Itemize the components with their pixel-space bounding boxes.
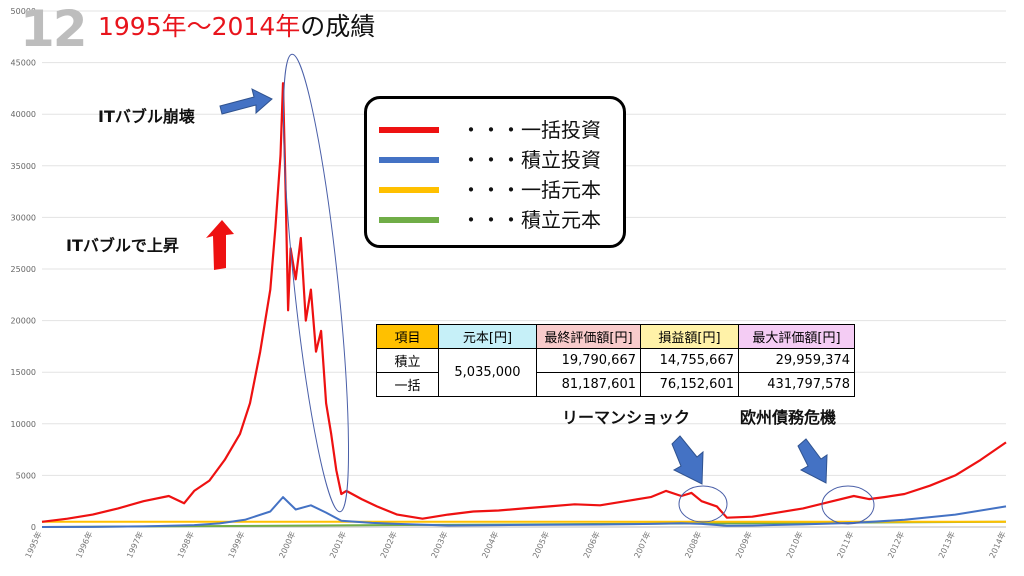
arrow-up-icon bbox=[206, 220, 234, 270]
table-header: 最終評価額[円] bbox=[536, 324, 641, 349]
x-tick-label: 2006年 bbox=[581, 530, 602, 560]
legend-item: ・・・一括元本 bbox=[367, 175, 623, 205]
legend-swatch bbox=[379, 127, 439, 133]
final-value: 81,187,601 bbox=[536, 372, 641, 397]
y-tick-label: 5000 bbox=[16, 471, 36, 480]
row-item: 積立 bbox=[376, 348, 439, 373]
y-tick-label: 10000 bbox=[11, 420, 36, 429]
annotation-it-bubble-collapse: ITバブル崩壊 bbox=[98, 107, 195, 126]
x-tick-label: 1996年 bbox=[74, 530, 95, 560]
x-tick-label: 2000年 bbox=[276, 530, 297, 560]
principal-cell: 5,035,000 bbox=[438, 348, 537, 397]
legend-box: ・・・一括投資 ・・・積立投資 ・・・一括元本 ・・・積立元本 bbox=[364, 96, 626, 248]
table-header: 元本[円] bbox=[438, 324, 537, 349]
x-tick-label: 2008年 bbox=[682, 530, 703, 560]
it-bubble-ellipse bbox=[282, 53, 350, 513]
final-value: 19,790,667 bbox=[536, 348, 641, 373]
legend-text: ・・・一括投資 bbox=[461, 118, 601, 142]
x-tick-label: 2005年 bbox=[530, 530, 551, 560]
x-tick-label: 2002年 bbox=[378, 530, 399, 560]
euro-crisis-ellipse bbox=[821, 485, 875, 525]
legend-item: ・・・一括投資 bbox=[367, 115, 623, 145]
x-tick-label: 1998年 bbox=[175, 530, 196, 560]
y-tick-label: 15000 bbox=[11, 368, 36, 377]
y-tick-label: 35000 bbox=[11, 162, 36, 171]
title-period: 1995年～2014年 bbox=[98, 12, 301, 41]
profit-value: 76,152,601 bbox=[640, 372, 739, 397]
x-tick-label: 2010年 bbox=[784, 530, 805, 560]
profit-value: 14,755,667 bbox=[640, 348, 739, 373]
annotation-lehman-shock: リーマンショック bbox=[562, 408, 691, 427]
y-tick-label: 40000 bbox=[11, 110, 36, 119]
table-row: 積立 5,035,000 19,790,667 14,755,667 29,95… bbox=[376, 348, 855, 397]
legend-text: ・・・一括元本 bbox=[461, 178, 601, 202]
legend-item: ・・・積立元本 bbox=[367, 205, 623, 235]
y-tick-label: 25000 bbox=[11, 265, 36, 274]
x-tick-label: 1999年 bbox=[226, 530, 247, 560]
annotation-it-bubble-rise: ITバブルで上昇 bbox=[66, 236, 179, 255]
x-tick-label: 2011年 bbox=[835, 530, 856, 560]
y-tick-label: 20000 bbox=[11, 317, 36, 326]
table-header: 項目 bbox=[376, 324, 439, 349]
table-header: 最大評価額[円] bbox=[738, 324, 855, 349]
x-tick-label: 2014年 bbox=[987, 530, 1008, 560]
x-tick-label: 2004年 bbox=[479, 530, 500, 560]
table-header-row: 項目 元本[円] 最終評価額[円] 損益額[円] 最大評価額[円] bbox=[376, 324, 855, 349]
x-tick-label: 1995年 bbox=[23, 530, 44, 560]
x-tick-label: 1997年 bbox=[124, 530, 145, 560]
x-tick-label: 2009年 bbox=[733, 530, 754, 560]
slide-title: 1995年～2014年の成績 bbox=[98, 12, 375, 42]
series-line-dca-invest bbox=[41, 496, 1007, 528]
annotation-euro-crisis: 欧州債務危機 bbox=[740, 408, 837, 427]
arrow-right-icon bbox=[219, 88, 273, 115]
y-tick-label: 30000 bbox=[11, 213, 36, 222]
legend-text: ・・・積立投資 bbox=[461, 148, 601, 172]
x-tick-label: 2001年 bbox=[327, 530, 348, 560]
legend-item: ・・・積立投資 bbox=[367, 145, 623, 175]
lehman-ellipse bbox=[678, 485, 728, 523]
title-suffix: の成績 bbox=[300, 12, 376, 41]
x-tick-label: 2007年 bbox=[632, 530, 653, 560]
series-line-lump-sum-invest bbox=[41, 82, 1007, 523]
arrow-down-right-icon bbox=[797, 438, 828, 484]
results-table: 項目 元本[円] 最終評価額[円] 損益額[円] 最大評価額[円] 積立 5,0… bbox=[376, 324, 855, 397]
y-tick-label: 50000 bbox=[11, 7, 36, 16]
legend-swatch bbox=[379, 187, 439, 193]
max-value: 431,797,578 bbox=[738, 372, 855, 397]
arrow-down-right-icon bbox=[671, 435, 704, 485]
legend-swatch bbox=[379, 217, 439, 223]
table-header: 損益額[円] bbox=[640, 324, 739, 349]
slide-number: 12 bbox=[20, 0, 88, 58]
row-item: 一括 bbox=[376, 372, 439, 397]
y-tick-label: 0 bbox=[31, 523, 36, 532]
table-row: 一括 81,187,601 76,152,601 431,797,578 bbox=[376, 372, 855, 397]
x-tick-label: 2012年 bbox=[885, 530, 906, 560]
x-tick-label: 2013年 bbox=[936, 530, 957, 560]
y-tick-label: 45000 bbox=[11, 59, 36, 68]
legend-text: ・・・積立元本 bbox=[461, 208, 601, 232]
legend-swatch bbox=[379, 157, 439, 163]
x-tick-label: 2003年 bbox=[429, 530, 450, 560]
max-value: 29,959,374 bbox=[738, 348, 855, 373]
